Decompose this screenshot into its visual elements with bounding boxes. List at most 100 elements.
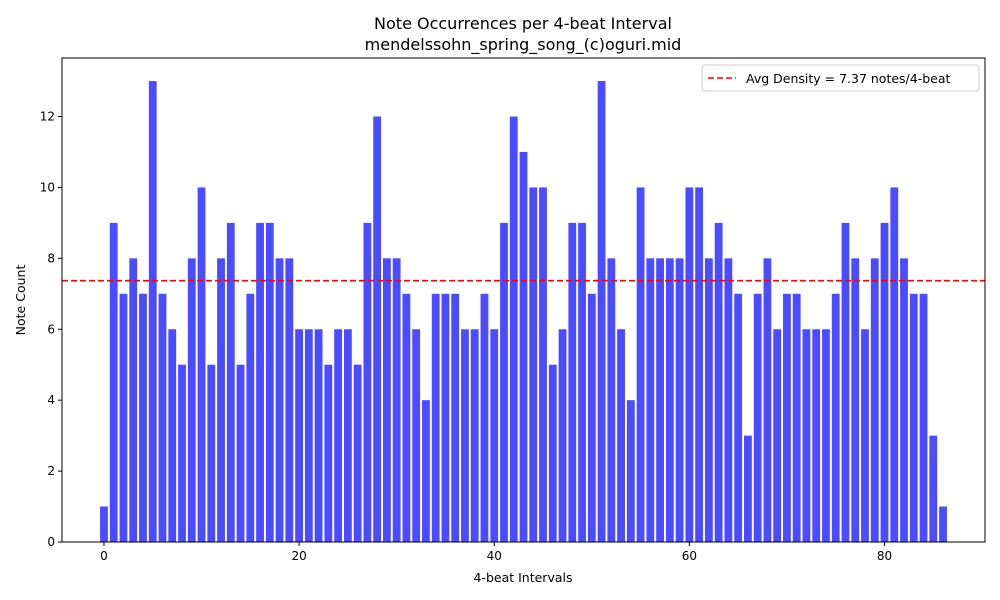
bar	[880, 222, 889, 542]
bar	[617, 329, 625, 542]
bar	[831, 293, 840, 542]
x-axis-label: 4-beat Intervals	[473, 570, 572, 585]
bar	[353, 364, 362, 542]
bar	[597, 81, 606, 543]
bar	[373, 116, 382, 542]
bar	[724, 258, 733, 542]
bar	[265, 222, 274, 542]
y-tick-label: 10	[40, 180, 55, 194]
bar	[158, 293, 167, 542]
bar	[343, 329, 352, 542]
bar	[412, 329, 421, 542]
bar	[470, 329, 479, 542]
bar	[578, 222, 586, 542]
bar	[539, 187, 547, 542]
bar	[792, 293, 801, 542]
bar	[109, 222, 118, 542]
bar	[568, 222, 577, 542]
bar	[841, 222, 850, 542]
bar	[861, 329, 869, 542]
bar	[314, 329, 323, 542]
bar	[695, 187, 704, 542]
bar	[500, 222, 508, 542]
legend: Avg Density = 7.37 notes/4-beat	[701, 64, 980, 92]
bar	[441, 293, 450, 542]
chart-title: Note Occurrences per 4-beat Interval	[374, 14, 672, 33]
bar	[402, 293, 411, 542]
bar	[334, 329, 343, 542]
bar	[909, 293, 918, 542]
bar	[900, 258, 908, 542]
bar	[148, 81, 157, 543]
bar	[656, 258, 664, 542]
bar	[529, 187, 538, 542]
y-tick-label: 0	[47, 535, 55, 549]
bar	[226, 222, 235, 542]
x-tick-label: 40	[487, 549, 502, 563]
bar	[431, 293, 440, 542]
bar	[256, 222, 264, 542]
bar	[217, 258, 225, 542]
bar	[451, 293, 460, 542]
bar	[285, 258, 294, 542]
bar	[890, 187, 899, 542]
bar	[275, 258, 284, 542]
bar	[480, 293, 489, 542]
bar	[236, 364, 245, 542]
bar	[324, 364, 333, 542]
bar	[587, 293, 596, 542]
x-tick-label: 0	[100, 549, 108, 563]
bar	[675, 258, 684, 542]
bar	[207, 364, 216, 542]
bar	[392, 258, 401, 542]
bar	[461, 329, 469, 542]
bar	[822, 329, 830, 542]
bar	[383, 258, 391, 542]
bar	[558, 329, 567, 542]
x-tick-label: 20	[291, 549, 306, 563]
bars-group	[100, 81, 947, 543]
y-axis-ticks: 0 2 4 6 8 10 12	[40, 110, 62, 549]
bar	[851, 258, 860, 542]
bar	[734, 293, 743, 542]
x-tick-label: 60	[682, 549, 697, 563]
bar	[178, 364, 186, 542]
bar	[714, 222, 723, 542]
bar	[304, 329, 313, 542]
bar	[490, 329, 499, 542]
bar	[802, 329, 811, 542]
bar	[744, 435, 752, 542]
bar	[773, 329, 782, 542]
bar	[197, 187, 206, 542]
bar	[929, 435, 938, 542]
bar	[422, 400, 430, 542]
legend-label: Avg Density = 7.37 notes/4-beat	[746, 71, 951, 86]
bar	[129, 258, 138, 542]
bar	[607, 258, 616, 542]
y-tick-label: 6	[47, 322, 55, 336]
bar	[763, 258, 772, 542]
bar	[139, 293, 147, 542]
bar	[812, 329, 821, 542]
y-tick-label: 12	[40, 110, 55, 124]
bar	[626, 400, 635, 542]
x-tick-label: 80	[877, 549, 892, 563]
plot-area-frame	[61, 57, 986, 543]
bar	[870, 258, 879, 542]
bar	[753, 293, 762, 542]
chart-subtitle: mendelssohn_spring_song_(c)oguri.mid	[365, 35, 682, 55]
bar	[685, 187, 694, 542]
y-tick-label: 4	[47, 393, 55, 407]
bar	[939, 506, 947, 542]
bar	[519, 151, 528, 542]
bar	[119, 293, 128, 542]
bar	[919, 293, 928, 542]
bar	[509, 116, 518, 542]
bar	[100, 506, 108, 542]
bar	[187, 258, 196, 542]
bar	[246, 293, 255, 542]
legend-box	[701, 64, 980, 92]
bar	[548, 364, 557, 542]
y-tick-label: 8	[47, 251, 55, 265]
